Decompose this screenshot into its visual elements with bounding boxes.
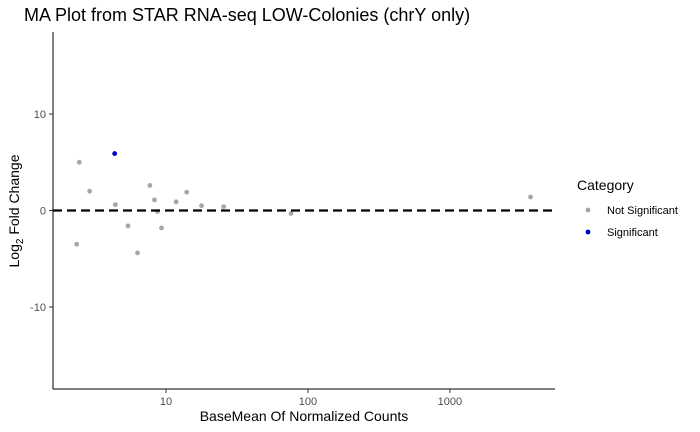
point-not-significant [159,225,164,231]
y-tick-label: 10 [34,109,46,121]
point-not-significant [125,223,131,229]
y-axis-ticks: 10 0 -10 [30,109,53,314]
x-axis-title: BaseMean Of Normalized Counts [200,408,409,424]
point-not-significant [288,210,294,216]
x-tick-label: 100 [299,396,317,408]
legend-key-significant [585,229,591,235]
point-not-significant [528,194,533,200]
y-axis-title-main: Log [6,244,22,267]
x-tick-label: 1000 [438,396,462,408]
point-not-significant [87,188,93,194]
x-axis-ticks: 10 100 1000 [160,389,462,408]
point-not-significant [135,250,140,256]
point-not-significant [112,202,118,208]
point-not-significant [76,159,82,165]
y-axis-title-subscript: 2 [15,238,26,244]
point-significant [112,151,118,156]
y-axis-title-rest: Fold Change [6,154,22,238]
chart-title: MA Plot from STAR RNA-seq LOW-Colonies (… [24,5,470,25]
legend: Not Significant Significant [585,205,678,239]
point-not-significant [152,197,157,203]
legend-title: Category [577,177,634,193]
point-not-significant [147,183,153,188]
y-tick-label: -10 [30,302,46,314]
legend-label-not-significant: Not Significant [607,205,678,217]
point-not-significant [221,204,227,210]
point-not-significant [199,203,204,209]
x-tick-label: 10 [160,396,172,408]
y-axis-title: Log2 Fold Change [6,154,26,267]
point-not-significant [173,199,179,205]
points-layer [74,151,533,256]
point-not-significant [74,241,80,247]
legend-key-not-significant [585,207,591,213]
point-not-significant [184,189,190,195]
y-tick-label: 0 [40,206,46,218]
legend-label-significant: Significant [607,227,658,239]
